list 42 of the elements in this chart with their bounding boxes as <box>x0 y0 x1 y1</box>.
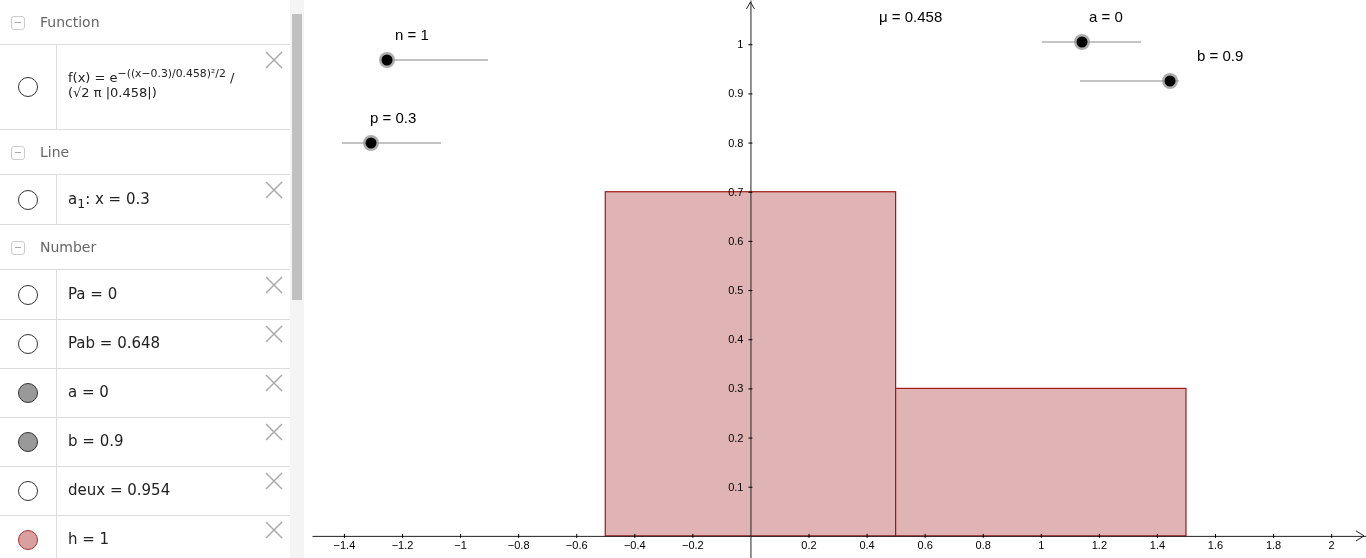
y-tick-label: 1 <box>737 38 744 51</box>
x-tick-label: −1 <box>454 538 467 551</box>
x-tick-label: −0.6 <box>565 538 588 551</box>
annotation: μ = 0.458 <box>879 8 943 25</box>
text: Number <box>40 239 97 255</box>
text: deux = 0.954 <box>68 480 171 499</box>
x-tick-label: 1 <box>1038 538 1045 551</box>
y-tick-label: 0.5 <box>728 284 744 297</box>
x-tick-label: −0.2 <box>682 538 704 551</box>
y-tick-label: 0.1 <box>728 480 744 493</box>
x-tick-label: 2 <box>1328 538 1335 551</box>
x-tick-label: 0.2 <box>801 538 817 551</box>
x-tick-label: −1.2 <box>391 538 414 551</box>
y-tick-label: 0.3 <box>728 382 744 395</box>
x-tick-label: 1.2 <box>1091 538 1108 551</box>
x-tick-label: 0.4 <box>859 538 875 551</box>
x-tick-label: −1.4 <box>333 538 356 551</box>
annotation: p = 0.3 <box>370 109 417 126</box>
text: a$_{1}$: x = 0.3 <box>68 189 150 211</box>
x-tick-label: −0.4 <box>623 538 646 551</box>
text: Line <box>40 144 70 160</box>
y-tick-label: 0.4 <box>728 333 744 346</box>
annotation: n = 1 <box>395 26 429 43</box>
text: Pa = 0 <box>68 284 118 303</box>
x-tick-label: 1.4 <box>1149 538 1166 551</box>
annotation: a = 0 <box>1089 8 1123 25</box>
text: f(x) = e$^{−((x−0.3)/0.458)²/2}$ / (√2 π |0.458|) <box>68 67 235 101</box>
x-tick-label: 1.8 <box>1265 538 1282 551</box>
x-tick-label: 0.8 <box>975 538 991 551</box>
x-tick-label: 1.6 <box>1207 538 1224 551</box>
y-tick-label: 0.2 <box>728 431 744 444</box>
y-tick-label: 0.8 <box>728 136 744 149</box>
text: a = 0 <box>68 382 109 401</box>
x-tick-label: 0.6 <box>917 538 933 551</box>
y-tick-label: 0.6 <box>728 234 744 247</box>
text: b = 0.9 <box>68 431 124 450</box>
text: Pab = 0.648 <box>68 333 161 352</box>
y-tick-label: 0.9 <box>728 87 744 100</box>
annotation: b = 0.9 <box>1197 47 1244 64</box>
text: Function <box>40 14 100 30</box>
x-tick-label: −0.8 <box>507 538 530 551</box>
text: h = 1 <box>68 529 110 548</box>
